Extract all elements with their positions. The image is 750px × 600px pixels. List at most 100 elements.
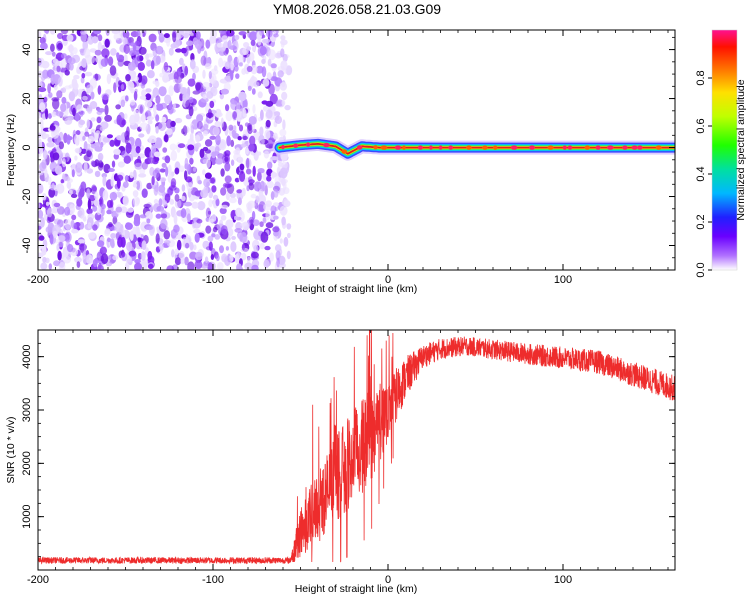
noise-blob: [53, 202, 61, 208]
noise-blob: [175, 117, 183, 124]
noise-blob: [158, 184, 166, 193]
noise-blob: [211, 151, 216, 159]
noise-blob: [133, 109, 140, 120]
noise-blob: [225, 110, 233, 122]
noise-blob: [87, 35, 94, 45]
noise-blob: [259, 221, 264, 228]
noise-blob: [64, 117, 73, 125]
noise-blob: [162, 74, 170, 83]
noise-blob: [139, 104, 143, 114]
noise-blob: [204, 149, 211, 154]
noise-blob: [58, 241, 64, 248]
spectrogram-x-axis-label: Height of straight line (km): [295, 283, 418, 295]
noise-blob: [173, 213, 178, 225]
noise-blob: [210, 86, 218, 97]
noise-blob: [83, 161, 88, 173]
noise-blob: [110, 176, 114, 187]
noise-blob: [266, 180, 274, 189]
noise-blob: [71, 229, 79, 234]
noise-blob: [120, 99, 126, 108]
noise-blob: [146, 53, 154, 58]
noise-blob: [97, 85, 102, 95]
noise-blob: [86, 188, 91, 199]
noise-blob: [195, 251, 203, 261]
noise-blob: [250, 193, 257, 199]
signal-peak-dot: [493, 145, 498, 150]
noise-blob: [74, 256, 82, 263]
noise-blob: [250, 39, 256, 47]
noise-blob: [86, 208, 93, 215]
noise-blob: [112, 216, 118, 225]
noise-blob: [64, 69, 70, 76]
noise-blob: [194, 233, 200, 243]
noise-blob: [274, 115, 283, 125]
noise-blob: [247, 85, 252, 92]
noise-blob: [279, 128, 287, 137]
x-tick-label: -100: [202, 274, 224, 286]
noise-blob: [49, 125, 56, 131]
noise-blob: [117, 59, 125, 67]
noise-blob: [125, 74, 131, 82]
noise-blob: [193, 229, 201, 234]
noise-blob: [81, 58, 87, 68]
spectrogram-x-ticks: -200 -100 0 100: [27, 30, 669, 286]
signal-peak-dot: [281, 144, 285, 150]
noise-blob: [39, 81, 43, 88]
noise-blob: [147, 250, 153, 260]
noise-blob: [57, 77, 63, 87]
noise-blob: [181, 195, 186, 202]
noise-blob: [159, 168, 166, 173]
noise-blob: [202, 81, 211, 90]
colorbar-frame: [711, 29, 738, 271]
noise-blob: [155, 233, 160, 244]
noise-blob: [127, 80, 135, 91]
noise-blob: [202, 94, 207, 100]
noise-blob: [91, 186, 97, 192]
noise-blob: [279, 255, 285, 264]
noise-blob: [269, 252, 274, 262]
noise-blob: [246, 157, 250, 169]
noise-blob: [233, 125, 237, 131]
noise-blob: [73, 74, 80, 80]
noise-blob: [166, 265, 175, 270]
noise-blob: [61, 96, 67, 104]
noise-blob: [155, 114, 160, 122]
noise-blob: [238, 31, 247, 36]
noise-blob: [77, 239, 86, 244]
noise-blob: [51, 97, 60, 102]
noise-blob: [272, 226, 280, 233]
noise-blob: [53, 84, 58, 91]
noise-blob: [113, 148, 121, 155]
noise-blob: [98, 198, 103, 205]
noise-blob: [257, 168, 265, 174]
noise-blob: [86, 119, 91, 129]
noise-blob: [104, 38, 110, 48]
noise-blob: [187, 261, 195, 270]
noise-blob: [185, 242, 190, 249]
noise-blob: [76, 198, 83, 207]
noise-blob: [206, 158, 211, 169]
noise-blob: [245, 168, 252, 175]
noise-blob: [150, 60, 155, 70]
signal-peak-dot: [448, 145, 454, 150]
noise-blob: [110, 233, 116, 239]
noise-blob: [124, 175, 129, 182]
noise-blob: [175, 48, 182, 53]
noise-blob: [225, 246, 229, 251]
noise-blob: [241, 221, 249, 231]
noise-blob: [189, 157, 194, 165]
noise-blob: [108, 168, 115, 172]
noise-blob: [153, 151, 161, 158]
noise-blob: [196, 121, 203, 130]
signal-peak-dot: [637, 145, 643, 150]
x-tick-label: 100: [554, 274, 572, 286]
noise-blob: [145, 93, 152, 101]
noise-blob: [38, 183, 44, 194]
noise-blob: [183, 201, 192, 207]
noise-blob: [159, 177, 167, 183]
noise-blob: [133, 90, 138, 101]
noise-blob: [126, 241, 133, 252]
noise-blob: [152, 169, 160, 179]
noise-blob: [216, 42, 224, 48]
noise-blob: [230, 139, 235, 147]
